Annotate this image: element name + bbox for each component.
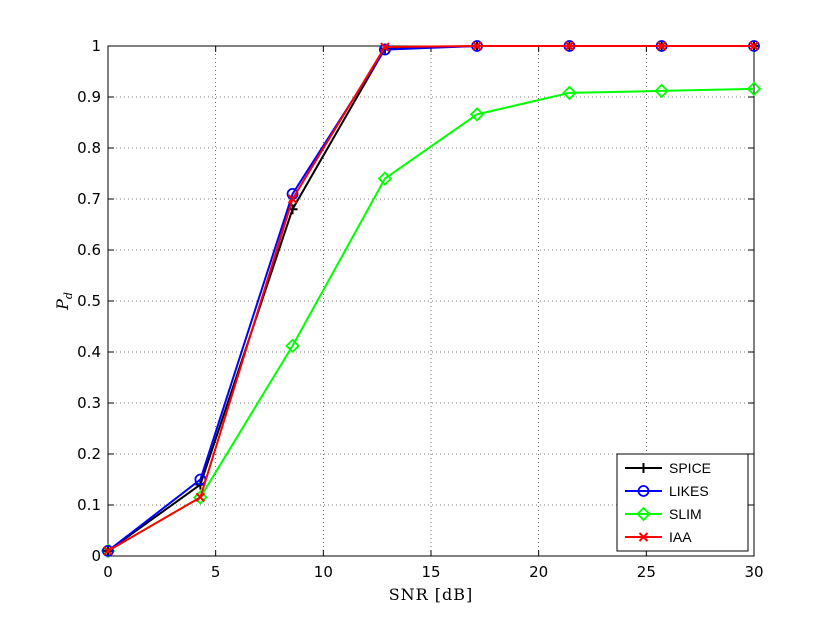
legend-label: SPICE [669, 460, 711, 476]
data-point-iaa [380, 42, 390, 52]
data-point-slim [469, 107, 485, 122]
data-point-iaa [564, 41, 575, 51]
legend-label: LIKES [669, 483, 709, 499]
data-point-iaa [656, 41, 667, 51]
x-tick-label: 5 [211, 563, 221, 581]
data-point-slim [193, 490, 208, 505]
y-tick-label: 0.8 [77, 139, 101, 157]
x-tick-label: 25 [637, 563, 656, 581]
data-point-likes [102, 545, 114, 557]
legend-entry-slim: SLIM [625, 506, 702, 522]
y-tick-label: 0.4 [77, 343, 101, 361]
y-tick-label: 0.1 [77, 496, 101, 514]
series-line-slim [107, 87, 755, 552]
x-tick-label: 15 [421, 563, 440, 581]
data-point-slim [377, 171, 393, 186]
axis-ticks: 0 5 10 15 20 25 30 0 0.1 0.2 0.3 0.4 0.5 0.6 0.7 0.8 0.9… [77, 37, 763, 581]
series-line-iaa [107, 45, 754, 552]
data-point-iaa [472, 41, 482, 51]
legend-label: SLIM [669, 506, 702, 522]
y-tick-label: 0.6 [77, 241, 101, 259]
series-group [100, 40, 762, 559]
data-point-iaa [195, 492, 206, 503]
y-axis-label: Pd [53, 292, 75, 311]
legend-swatch-marker [636, 506, 651, 522]
y-tick-label: 0.2 [77, 445, 101, 463]
y-tick-label: 0.3 [77, 394, 101, 412]
series-iaa [103, 41, 759, 556]
data-point-iaa [103, 546, 113, 556]
y-axis-label-main: P [53, 299, 72, 311]
y-tick-label: 1 [91, 37, 101, 55]
data-point-slim [746, 81, 762, 97]
legend-swatch-marker [638, 463, 649, 473]
x-tick-label: 30 [744, 563, 763, 581]
x-tick-label: 20 [529, 563, 548, 581]
legend-swatch-marker [638, 532, 649, 542]
data-point-iaa [749, 41, 759, 51]
legend: SPICE LIKES SLIM IAA [616, 453, 749, 552]
x-axis-label: SNR [dB] [389, 585, 474, 604]
legend-entry-spice: SPICE [625, 460, 711, 476]
y-tick-label: 0.7 [77, 190, 101, 208]
data-point-iaa [287, 194, 298, 204]
y-tick-label: 0.9 [77, 88, 101, 106]
legend-label: IAA [669, 529, 692, 545]
legend-entry-iaa: IAA [625, 529, 692, 545]
y-tick-label: 0.5 [77, 292, 101, 310]
data-point-slim [285, 338, 300, 354]
legend-swatch-marker [637, 485, 650, 497]
legend-entry-likes: LIKES [625, 483, 709, 499]
data-point-likes [379, 43, 391, 56]
data-point-slim [562, 85, 577, 101]
x-tick-label: 10 [314, 563, 333, 581]
data-point-slim [654, 83, 669, 99]
x-tick-label: 0 [103, 563, 113, 581]
y-tick-label: 0 [91, 547, 101, 565]
legend-box [616, 453, 749, 552]
y-axis-label-subscript: d [62, 292, 75, 299]
